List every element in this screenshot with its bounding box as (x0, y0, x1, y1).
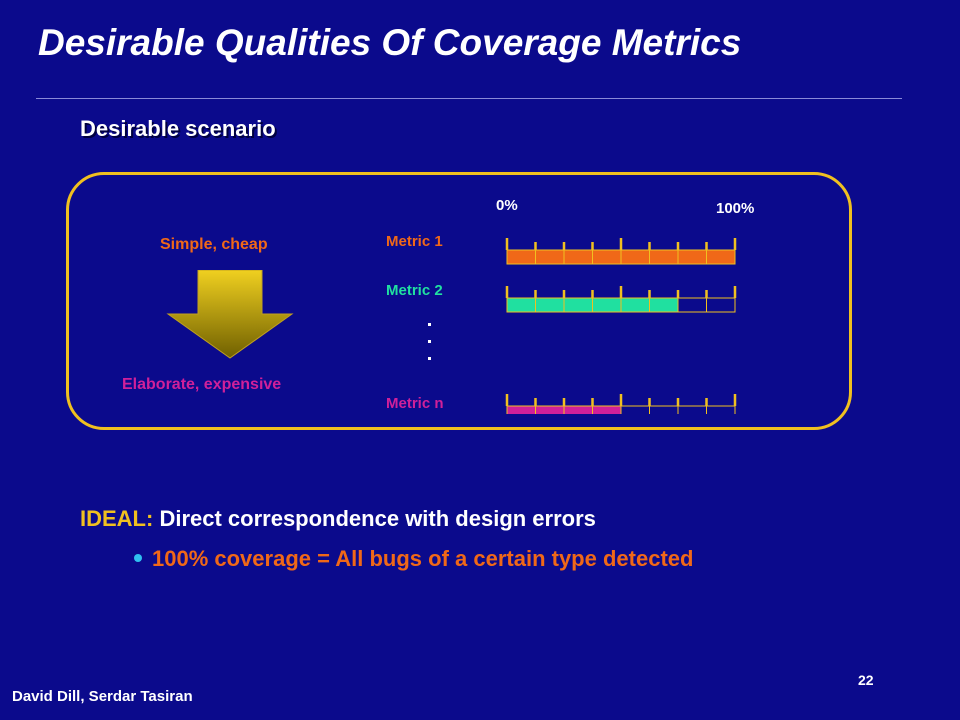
coverage-bars (505, 238, 737, 414)
section-subtitle: Desirable scenario (80, 116, 276, 141)
metric-bar-segment (706, 405, 736, 414)
metric-bar-segment (706, 249, 736, 265)
scale-end-label: 100% (716, 200, 755, 217)
slide-title: Desirable Qualities Of Coverage Metrics (38, 22, 742, 63)
elaborate-expensive-label: Elaborate, expensive (122, 376, 282, 393)
scale-start-label: 0% (496, 197, 518, 214)
simple-cheap-label: Simple, cheap (160, 236, 268, 253)
bullet-icon (134, 554, 142, 562)
metric-2-label: Metric 2 (386, 282, 443, 299)
scenario-box (66, 172, 852, 430)
metric-n-label: Metric n (386, 395, 444, 412)
ellipsis-dot (428, 357, 431, 360)
metric-bar-segment (677, 297, 707, 313)
title-divider (36, 98, 902, 99)
metric-bar-segment (649, 405, 679, 414)
ideal-statement: IDEAL: Direct correspondence with design… (80, 506, 596, 532)
page-number: 22 (858, 672, 874, 688)
metric-bar-segment (706, 297, 736, 313)
down-arrow-icon (166, 270, 294, 359)
metric-bar-segment (677, 405, 707, 414)
ellipsis-dot (428, 340, 431, 343)
metric-1-label: Metric 1 (386, 233, 443, 250)
bullet-text: 100% coverage = All bugs of a certain ty… (152, 546, 694, 571)
ideal-text: Direct correspondence with design errors (153, 506, 596, 531)
metric-bar-segment (620, 405, 650, 414)
ideal-key: IDEAL: (80, 506, 154, 531)
author-footer: David Dill, Serdar Tasiran (12, 688, 193, 705)
ellipsis-dot (428, 323, 431, 326)
